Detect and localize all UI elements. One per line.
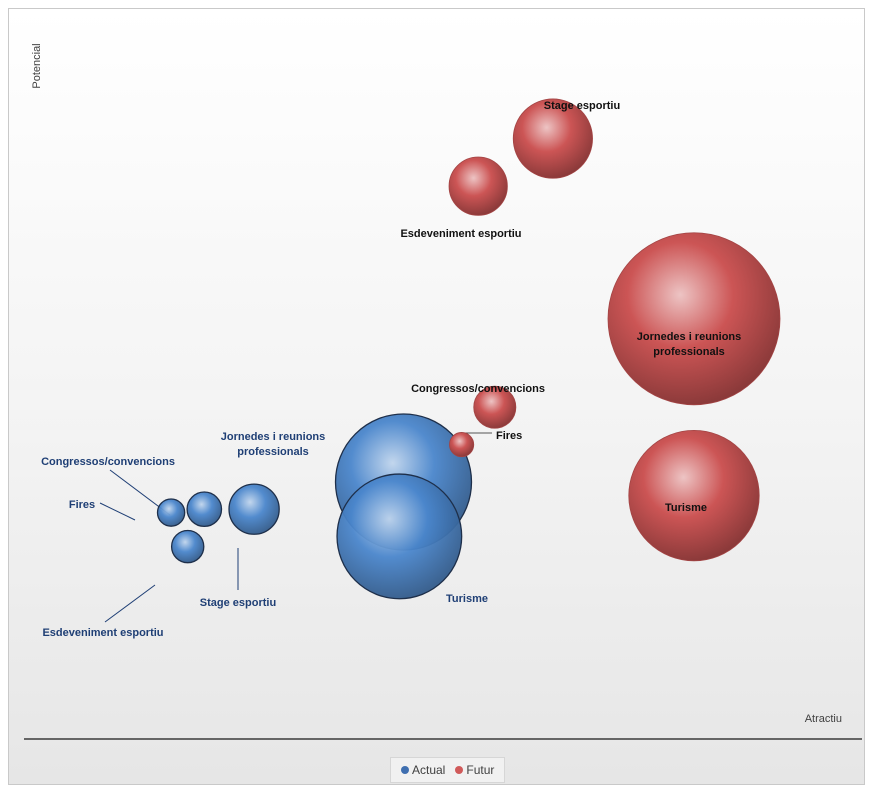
legend: Actual Futur [390,757,506,783]
legend-label-futur: Futur [466,763,495,777]
bubble-labels: Fires Congressos/convencions Stage esporti… [41,100,741,639]
legend-label-actual: Actual [412,763,446,777]
bubble-label-actual-0: Fires [69,499,95,511]
x-axis-label: Atractiu [805,713,842,725]
bubble-label-actual-1: Congressos/convencions [41,456,175,468]
bubble-futur-4[interactable] [473,385,517,429]
legend-item-actual[interactable]: Actual [401,763,445,777]
bubble-futur-1[interactable] [448,156,508,216]
bubble-actual-5[interactable] [336,473,463,600]
bubble-label-actual-3: Esdeveniment esportiu [42,627,163,639]
bubble-actual-1[interactable] [186,491,223,528]
bubble-actual-0[interactable] [156,498,186,527]
bubble-label-actual-4: Jornedes i reunions professionals [221,431,326,458]
legend-dot-actual [401,766,409,774]
bubble-futur-0[interactable] [512,98,593,179]
leader-line-actual-3 [104,584,156,623]
bubble-label-futur-2: Jornedes i reunions professionals [637,331,742,358]
bubble-label-futur-3: Turisme [665,502,707,514]
bubble-actual-3[interactable] [170,529,205,564]
bubble-label-actual-2: Stage esportiu [200,597,276,609]
bubble-label-futur-4: Congressos/convencions [411,383,545,395]
y-axis-label: Potencial [31,43,43,88]
bubble-actual-2[interactable] [228,483,280,535]
bubble-futur-3[interactable] [628,429,760,562]
bubble-label-futur-5: Fires [496,430,522,442]
leader-line-actual-0 [99,502,136,521]
legend-item-futur[interactable]: Futur [455,763,494,777]
leader-lines [99,432,492,623]
bubbles [156,98,781,600]
bubble-futur-5[interactable] [449,432,475,458]
bubble-futur-2[interactable] [607,232,781,406]
bubble-label-actual-5: Turisme [446,593,488,605]
bubble-label-futur-0: Stage esportiu [544,100,620,112]
bubble-label-futur-1: Esdeveniment esportiu [400,228,521,240]
legend-dot-futur [455,766,464,774]
